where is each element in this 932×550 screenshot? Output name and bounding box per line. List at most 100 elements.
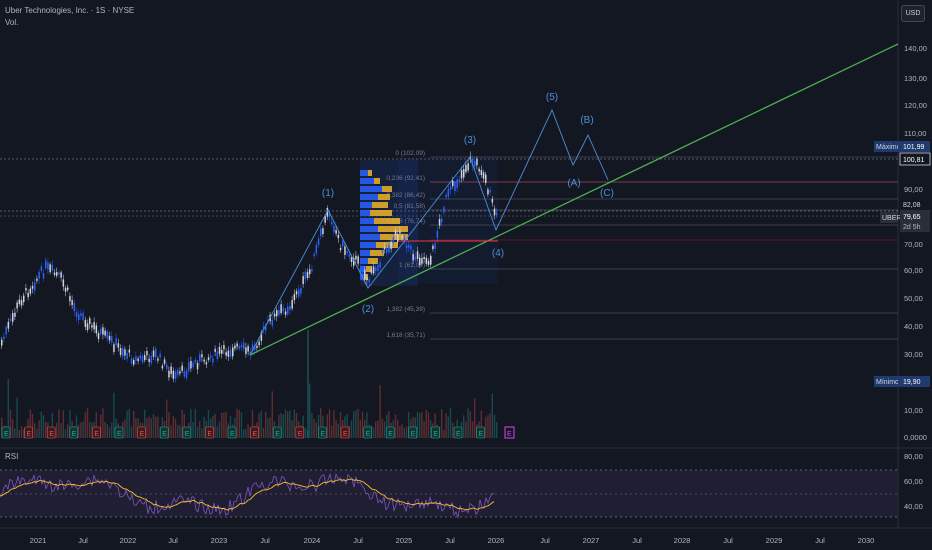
candle-body: [179, 371, 181, 374]
earnings-marker[interactable]: [182, 426, 192, 439]
candle-body: [397, 234, 399, 242]
volume-bar: [106, 423, 108, 438]
volume-bar: [245, 428, 247, 438]
candle-body: [379, 262, 381, 268]
earnings-marker[interactable]: [340, 426, 350, 439]
candle-body: [348, 254, 351, 257]
earnings-marker[interactable]: [92, 426, 101, 439]
earnings-marker[interactable]: [46, 426, 56, 439]
vp-bar-down: [378, 194, 390, 200]
candle-body: [339, 248, 342, 251]
trend-line[interactable]: [249, 43, 899, 356]
earnings-marker[interactable]: [363, 426, 372, 439]
symbol-title[interactable]: Uber Technologies, Inc. · 1S · NYSE: [5, 6, 135, 15]
vp-bar-down: [370, 210, 392, 216]
candle-body: [447, 189, 450, 197]
earnings-marker[interactable]: [114, 426, 124, 439]
earnings-marker[interactable]: [385, 426, 395, 439]
volume-bar: [150, 418, 152, 438]
volume-bar: [104, 421, 106, 438]
volume-bar: [7, 378, 9, 438]
earnings-marker[interactable]: [295, 426, 305, 439]
earnings-marker[interactable]: [24, 426, 33, 439]
time-axis[interactable]: 2021 Jul 2022 Jul 2023 Jul 2024 Jul 2025 Jul 2026 J…: [30, 536, 875, 545]
time-axis-label: 2028: [674, 536, 691, 545]
elliott-wave-path[interactable]: [249, 108, 609, 356]
earnings-marker[interactable]: [453, 426, 463, 439]
candle-body: [170, 366, 172, 374]
candle-body: [238, 345, 241, 349]
earnings-marker[interactable]: [431, 426, 440, 439]
candle-body: [207, 357, 210, 361]
earnings-marker-label: E: [185, 431, 190, 438]
price-tag-2-value: 82,08: [903, 202, 921, 209]
candle-body: [306, 271, 309, 278]
fib-level-label: 0,5 (81,58): [394, 203, 425, 210]
volume-bar: [485, 416, 487, 438]
volume-bar: [223, 412, 225, 438]
candle-body: [141, 355, 144, 363]
volume-bar: [181, 409, 183, 438]
rsi-price-axis[interactable]: 80,00 60,00 40,00: [904, 452, 923, 511]
volume-profile[interactable]: [360, 160, 418, 286]
earnings-marker[interactable]: [205, 426, 214, 439]
candle-body: [302, 276, 304, 285]
volume-bar: [355, 410, 357, 438]
earnings-marker-label: E: [366, 431, 371, 438]
volume-indicator-label[interactable]: Vol.: [5, 18, 19, 27]
earnings-marker[interactable]: [137, 426, 146, 439]
earnings-marker-label: E: [49, 431, 54, 438]
earnings-marker-label: E: [253, 431, 258, 438]
candle-body: [5, 326, 7, 335]
vp-bar-up: [360, 234, 380, 240]
earnings-marker[interactable]: [408, 426, 418, 439]
volume-bar: [58, 409, 60, 438]
currency-button[interactable]: USD: [901, 5, 925, 22]
candle-body: [144, 355, 146, 361]
candle-body: [289, 305, 291, 310]
volume-bar: [293, 409, 295, 438]
price-tag-2: 82,08: [900, 199, 930, 210]
wave-label: (1): [322, 188, 334, 199]
candle-body: [482, 172, 485, 179]
candle-body: [381, 250, 384, 253]
candlesticks[interactable]: [1, 151, 498, 383]
candle-body: [311, 269, 313, 272]
candle-body: [9, 318, 12, 321]
minimo-value: 19,90: [903, 379, 921, 386]
earnings-marker[interactable]: [1, 426, 11, 439]
rsi-indicator-label[interactable]: RSI: [5, 452, 19, 461]
candle-body: [1, 339, 3, 346]
candle-body: [485, 174, 487, 183]
volume-bar: [31, 413, 34, 438]
earnings-marker[interactable]: [272, 426, 282, 439]
volume-bar: [148, 416, 150, 438]
time-axis-label: 2024: [304, 536, 321, 545]
main-pane[interactable]: [0, 0, 898, 448]
earnings-marker[interactable]: [476, 426, 485, 439]
volume-bar: [23, 429, 25, 438]
time-axis-label: Jul: [815, 536, 825, 545]
volume-bar: [133, 410, 135, 438]
volume-bar: [144, 409, 146, 438]
price-axis[interactable]: 140,00 130,00 120,00 110,00 90,00 70,00 60,00 5…: [904, 44, 927, 442]
earnings-marker[interactable]: [69, 426, 79, 439]
candle-body: [58, 272, 60, 275]
volume-bar: [89, 422, 91, 438]
earnings-marker[interactable]: [159, 426, 169, 439]
candle-body: [399, 230, 401, 234]
volume-bar: [416, 411, 419, 438]
candle-body: [423, 256, 425, 260]
upcoming-earnings-marker[interactable]: [504, 426, 515, 439]
earnings-marker[interactable]: [250, 426, 259, 439]
candle-body: [210, 355, 212, 358]
candle-body: [333, 225, 335, 233]
volume-bar: [449, 408, 452, 438]
volume-bar: [42, 415, 45, 438]
earnings-marker[interactable]: [227, 426, 237, 439]
vp-bar-down: [364, 274, 368, 280]
earnings-marker[interactable]: [318, 426, 327, 439]
volume-bar: [401, 424, 403, 438]
